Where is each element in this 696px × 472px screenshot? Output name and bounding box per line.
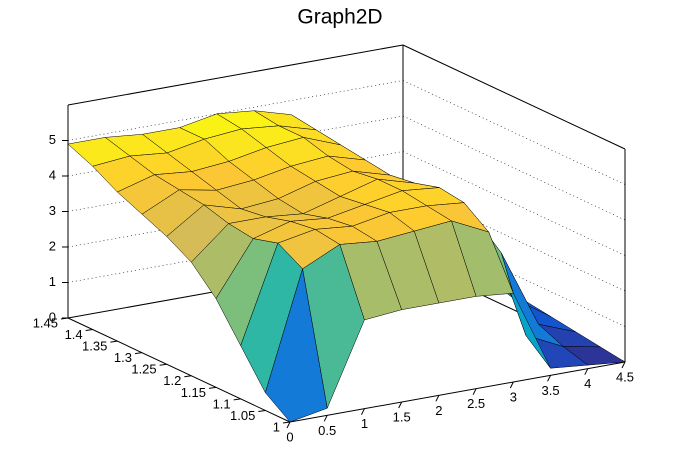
grid-line: [402, 151, 626, 256]
x-tick-label: 0.5: [318, 423, 336, 438]
grid-line: [67, 222, 404, 283]
chart-title: Graph2D: [297, 6, 382, 29]
y-tick: [233, 398, 241, 401]
y-tick-label: 1.25: [131, 362, 156, 377]
grid-line: [402, 115, 626, 221]
x-tick-label: 0: [286, 429, 293, 444]
x-tick: [286, 421, 291, 429]
y-tick: [282, 421, 291, 424]
x-tick: [547, 375, 552, 382]
x-tick: [323, 415, 328, 422]
x-tick-label: 4.5: [616, 369, 634, 384]
x-tick-label: 3: [510, 389, 517, 404]
y-tick-label: 1.05: [230, 408, 255, 423]
x-tick: [621, 361, 626, 369]
x-tick: [435, 395, 440, 402]
box-edge: [67, 44, 404, 106]
grid-line: [67, 186, 404, 248]
y-tick: [60, 317, 69, 320]
x-tick-label: 1: [361, 416, 368, 431]
surface-cell: [265, 268, 328, 423]
y-tick-label: 1.3: [114, 350, 132, 365]
y-tick: [85, 329, 93, 332]
z-tick-label: 3: [49, 203, 56, 218]
x-tick-label: 3.5: [542, 383, 560, 398]
y-tick: [110, 340, 118, 343]
y-tick: [258, 409, 266, 412]
x-tick: [472, 388, 477, 395]
x-tick: [584, 368, 589, 375]
y-tick-label: 1: [273, 419, 280, 434]
grid-line: [402, 80, 626, 185]
x-tick-label: 1.5: [393, 409, 411, 424]
x-tick: [398, 401, 403, 409]
x-tick-label: 2: [435, 403, 442, 418]
y-tick-label: 1.35: [82, 339, 107, 354]
z-tick-label: 5: [49, 132, 56, 147]
z-tick-label: 1: [49, 274, 56, 289]
y-tick: [134, 352, 143, 355]
grid-line: [67, 80, 404, 141]
y-tick-label: 1.45: [33, 315, 58, 330]
y-tick-label: 1.2: [163, 373, 181, 388]
z-tick-label: 4: [49, 167, 56, 182]
x-tick: [509, 381, 514, 389]
grid-line: [67, 151, 404, 212]
box-edge: [402, 44, 626, 150]
y-tick-label: 1.4: [65, 327, 83, 342]
y-tick-label: 1.1: [213, 396, 231, 411]
z-tick-label: 2: [49, 238, 56, 253]
y-tick: [208, 386, 217, 389]
x-tick-label: 2.5: [467, 396, 485, 411]
y-tick: [184, 375, 192, 378]
box-edge: [67, 317, 291, 423]
y-tick-label: 1.15: [181, 385, 206, 400]
x-tick-label: 4: [584, 376, 591, 391]
x-tick: [360, 408, 365, 415]
grid-line: [67, 257, 404, 319]
box-edge: [289, 361, 626, 423]
z-tick-label: 0: [49, 309, 56, 324]
y-tick: [159, 363, 167, 366]
